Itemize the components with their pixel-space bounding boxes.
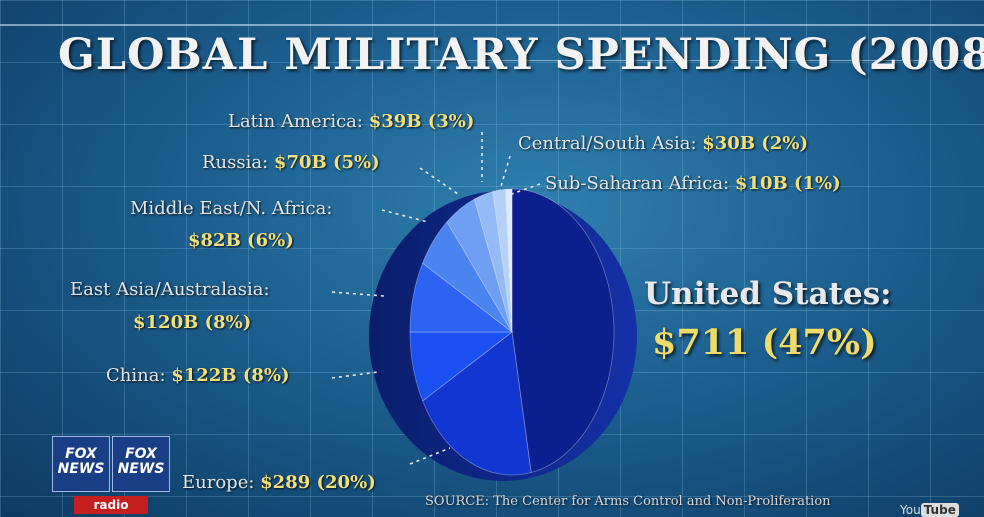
pie-slice-sub-saharan-africa — [505, 188, 513, 333]
pie-slice-europe — [422, 331, 532, 476]
slice-label: Europe: — [182, 472, 255, 493]
pie-slice-china — [409, 331, 514, 402]
watermark-you: You — [900, 503, 921, 517]
slice-value: $122B (8%) — [171, 365, 290, 386]
label-east-asia-value: $120B (8%) — [133, 312, 251, 333]
slice-value: $120B (8%) — [133, 312, 252, 333]
slice-label: East Asia/Australasia: — [70, 279, 270, 300]
label-central-south-asia: Central/South Asia: $30B (2%) — [518, 133, 808, 154]
pie-slice-russia — [446, 198, 513, 333]
leader-middle-east — [381, 209, 429, 223]
watermark-tube: Tube — [920, 503, 959, 517]
slice-value: $30B (2%) — [702, 133, 808, 154]
slice-label: Sub-Saharan Africa: — [545, 173, 730, 194]
label-china: China: $122B (8%) — [106, 365, 290, 386]
label-europe: Europe: $289 (20%) — [182, 472, 376, 493]
source-note: SOURCE: The Center for Arms Control and … — [425, 494, 831, 509]
label-east-asia-name: East Asia/Australasia: — [70, 279, 270, 300]
label-united-states-value: $711 (47%) — [652, 322, 877, 363]
slice-label: Central/South Asia: — [518, 133, 697, 154]
label-middle-east-name: Middle East/N. Africa: — [130, 198, 332, 219]
scan-line-top — [0, 24, 984, 26]
slice-value: $70B (5%) — [273, 152, 380, 173]
pie-slice-latin-america — [473, 191, 513, 333]
leader-central-south-asia — [499, 155, 511, 191]
logo-text-left: FOX NEWS — [57, 446, 105, 477]
fox-news-radio-logo: FOX NEWS FOX NEWS radio — [52, 432, 170, 517]
slice-label: Middle East/N. Africa: — [130, 198, 333, 219]
slice-value: $10B (1%) — [734, 173, 841, 194]
label-united-states-name: United States: — [644, 276, 892, 312]
leader-europe — [409, 447, 451, 465]
youtube-watermark: You Tube — [900, 503, 959, 517]
logo-box-right: FOX NEWS — [112, 436, 170, 492]
slice-label: China: — [106, 365, 166, 386]
leader-china — [331, 371, 379, 379]
slice-value: $82B (6%) — [188, 230, 294, 251]
logo-box-left: FOX NEWS — [52, 436, 110, 492]
pie-slice-united-states — [511, 188, 615, 473]
leader-sub-saharan-africa — [505, 183, 541, 197]
slice-label: Russia: — [202, 152, 269, 173]
slice-value: $289 (20%) — [260, 472, 376, 493]
label-latin-america: Latin America: $39B (3%) — [228, 111, 474, 132]
leader-russia — [419, 167, 459, 195]
slice-label: Latin America: — [228, 111, 363, 132]
label-russia: Russia: $70B (5%) — [202, 152, 380, 173]
label-middle-east-value: $82B (6%) — [188, 230, 294, 251]
logo-radio-badge: radio — [74, 496, 148, 514]
slice-value: $39B (3%) — [368, 111, 475, 132]
pie-slice-central-south-asia — [492, 188, 513, 333]
scan-line-lower — [340, 60, 984, 61]
pie-slice-east-asia-australasia — [409, 262, 514, 333]
pie-slice-middle-east-n-africa — [422, 221, 513, 333]
chart-title: GLOBAL MILITARY SPENDING (2008) — [58, 30, 984, 80]
leader-east-asia — [331, 291, 385, 297]
logo-text-right: FOX NEWS — [117, 446, 165, 477]
label-sub-saharan-africa: Sub-Saharan Africa: $10B (1%) — [545, 173, 841, 194]
